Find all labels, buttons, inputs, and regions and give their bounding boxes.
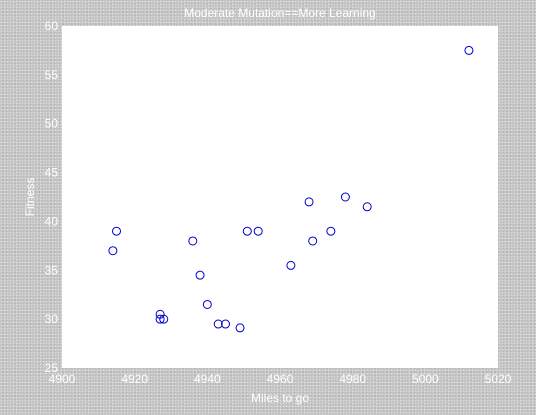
x-tick-label: 5020 <box>485 372 512 386</box>
data-point <box>188 236 198 246</box>
chart-title: Moderate Mutation==More Learning <box>184 6 375 20</box>
data-point <box>221 319 230 329</box>
y-axis-label: Fitness <box>23 178 37 217</box>
y-tick-label: 45 <box>45 166 59 180</box>
y-tick-label: 35 <box>45 263 59 277</box>
data-point <box>362 202 372 212</box>
y-tick-label: 50 <box>45 117 59 131</box>
axis-ticks: 4900 4920 4940 4960 4980 5000 5020 25 30 35 40 45 50… <box>45 19 512 386</box>
y-tick-label: 40 <box>45 214 59 228</box>
data-point <box>202 299 212 309</box>
data-point <box>159 314 169 324</box>
y-tick-label: 25 <box>45 361 59 375</box>
x-tick-label: 4920 <box>121 372 148 386</box>
x-tick-label: 4960 <box>267 372 294 386</box>
data-point <box>304 197 314 207</box>
data-point <box>195 270 205 280</box>
y-tick-label: 60 <box>45 19 59 33</box>
data-point <box>308 236 318 246</box>
x-tick-label: 5000 <box>412 372 439 386</box>
x-tick-label: 4980 <box>339 372 366 386</box>
x-axis-label: Miles to go <box>251 391 309 405</box>
data-point <box>253 226 263 236</box>
data-point <box>286 260 296 270</box>
y-tick-label: 30 <box>45 312 59 326</box>
y-tick-label: 55 <box>45 68 59 82</box>
data-point <box>213 319 223 329</box>
x-tick-label: 4940 <box>194 372 221 386</box>
data-point <box>242 226 252 236</box>
data-point <box>155 314 165 324</box>
data-point <box>464 45 474 55</box>
data-points <box>108 45 474 333</box>
data-point <box>340 192 350 202</box>
data-point <box>235 323 245 333</box>
data-point <box>108 246 118 256</box>
data-point <box>326 226 336 236</box>
plot-area <box>62 26 498 368</box>
data-point <box>112 226 121 236</box>
x-tick-label: 4900 <box>49 372 76 386</box>
